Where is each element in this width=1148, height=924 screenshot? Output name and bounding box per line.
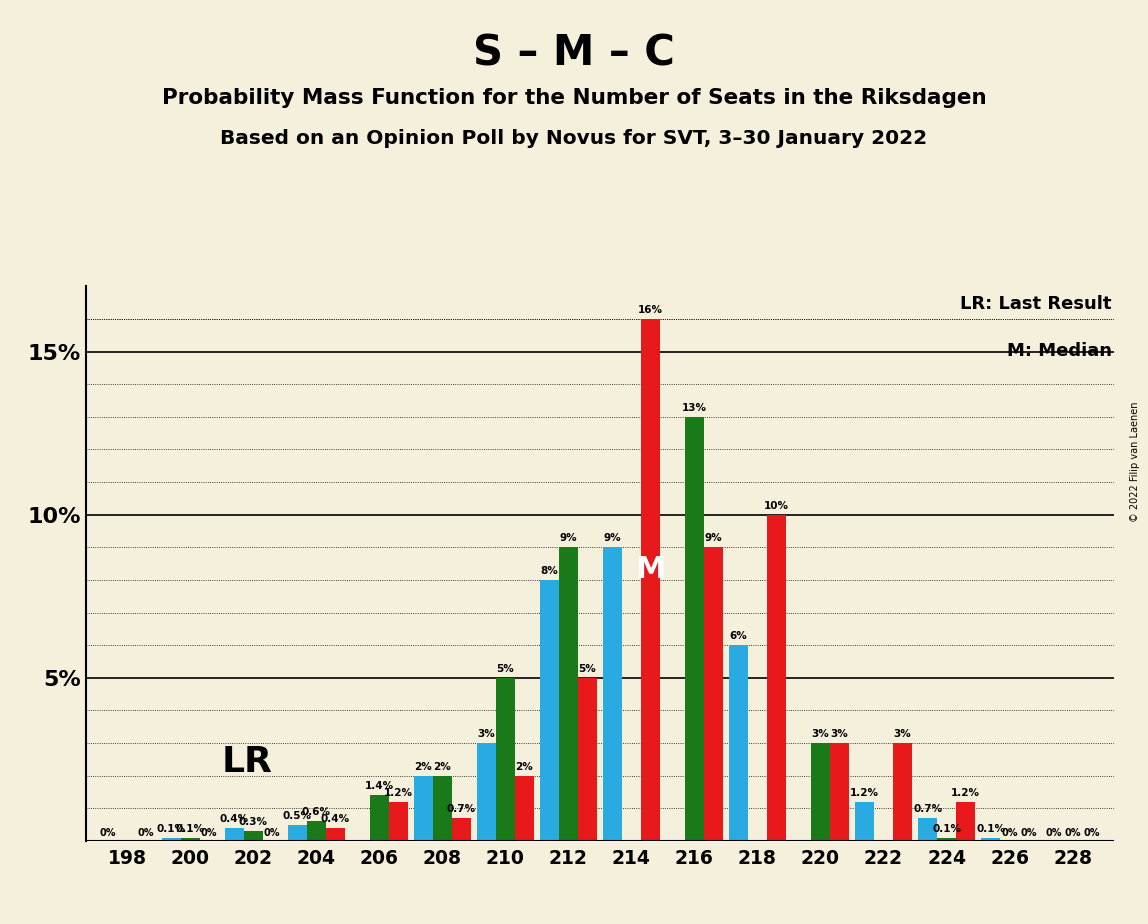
Text: 3%: 3% <box>478 729 495 739</box>
Text: 0%: 0% <box>138 828 154 838</box>
Bar <box>729 645 748 841</box>
Bar <box>577 678 597 841</box>
Bar <box>451 818 471 841</box>
Bar <box>918 818 937 841</box>
Text: 0%: 0% <box>1021 828 1037 838</box>
Text: 9%: 9% <box>604 533 621 543</box>
Text: M: M <box>635 555 666 584</box>
Text: 10%: 10% <box>763 501 789 511</box>
Text: © 2022 Filip van Laenen: © 2022 Filip van Laenen <box>1130 402 1140 522</box>
Text: 2%: 2% <box>414 761 432 772</box>
Text: 0.4%: 0.4% <box>219 814 249 824</box>
Text: 0%: 0% <box>1084 828 1100 838</box>
Bar <box>937 837 956 841</box>
Bar <box>559 547 577 841</box>
Text: 6%: 6% <box>730 631 747 641</box>
Bar <box>830 743 848 841</box>
Text: S – M – C: S – M – C <box>473 32 675 74</box>
Text: LR: LR <box>222 745 272 779</box>
Text: 0.1%: 0.1% <box>176 823 204 833</box>
Text: 9%: 9% <box>559 533 577 543</box>
Text: 0.5%: 0.5% <box>282 810 312 821</box>
Text: 13%: 13% <box>682 403 707 413</box>
Text: 0.1%: 0.1% <box>932 823 961 833</box>
Text: 2%: 2% <box>433 761 451 772</box>
Text: LR: Last Result: LR: Last Result <box>960 295 1111 312</box>
Text: 0%: 0% <box>201 828 217 838</box>
Bar <box>641 319 660 841</box>
Text: 5%: 5% <box>496 663 514 674</box>
Text: 3%: 3% <box>893 729 912 739</box>
Bar <box>767 515 785 841</box>
Bar <box>389 802 408 841</box>
Text: 0.3%: 0.3% <box>239 817 267 827</box>
Text: 0.4%: 0.4% <box>320 814 350 824</box>
Text: 0.1%: 0.1% <box>156 823 186 833</box>
Bar <box>540 580 559 841</box>
Bar <box>956 802 975 841</box>
Bar <box>893 743 912 841</box>
Bar <box>307 821 326 841</box>
Text: 0.1%: 0.1% <box>976 823 1006 833</box>
Bar <box>370 796 389 841</box>
Bar <box>855 802 874 841</box>
Text: 0%: 0% <box>1001 828 1018 838</box>
Text: 0%: 0% <box>100 828 116 838</box>
Text: 3%: 3% <box>812 729 829 739</box>
Text: 1.4%: 1.4% <box>365 782 394 791</box>
Bar <box>496 678 514 841</box>
Text: 0%: 0% <box>1064 828 1080 838</box>
Text: 0.7%: 0.7% <box>447 804 475 814</box>
Bar <box>288 824 307 841</box>
Bar <box>433 775 451 841</box>
Text: 1.2%: 1.2% <box>951 788 980 797</box>
Bar <box>603 547 622 841</box>
Text: 8%: 8% <box>541 566 558 576</box>
Text: 5%: 5% <box>579 663 596 674</box>
Text: M: Median: M: Median <box>1007 342 1111 359</box>
Text: 0%: 0% <box>1046 828 1062 838</box>
Text: 0.6%: 0.6% <box>302 808 331 818</box>
Text: 9%: 9% <box>705 533 722 543</box>
Text: Probability Mass Function for the Number of Seats in the Riksdagen: Probability Mass Function for the Number… <box>162 88 986 108</box>
Text: 1.2%: 1.2% <box>383 788 412 797</box>
Text: 3%: 3% <box>830 729 848 739</box>
Bar <box>685 417 704 841</box>
Bar <box>414 775 433 841</box>
Text: 2%: 2% <box>515 761 533 772</box>
Text: 0.7%: 0.7% <box>913 804 943 814</box>
Bar <box>180 837 200 841</box>
Bar <box>982 837 1000 841</box>
Bar <box>326 828 344 841</box>
Text: 16%: 16% <box>638 305 662 315</box>
Bar <box>810 743 830 841</box>
Text: 0%: 0% <box>264 828 280 838</box>
Bar <box>225 828 243 841</box>
Text: 1.2%: 1.2% <box>850 788 879 797</box>
Bar <box>243 831 263 841</box>
Bar <box>162 837 180 841</box>
Bar <box>476 743 496 841</box>
Bar <box>514 775 534 841</box>
Bar <box>704 547 723 841</box>
Text: Based on an Opinion Poll by Novus for SVT, 3–30 January 2022: Based on an Opinion Poll by Novus for SV… <box>220 129 928 149</box>
